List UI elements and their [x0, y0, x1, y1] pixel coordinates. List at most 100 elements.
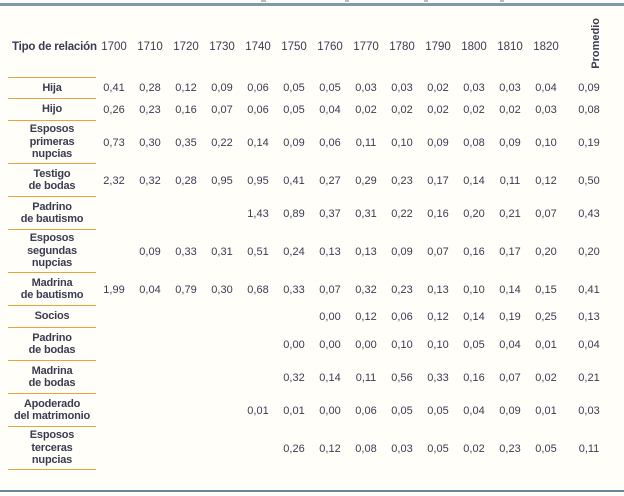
value-cell [96, 328, 132, 361]
value-cell [96, 197, 132, 230]
value-cell: 0,33 [283, 283, 305, 296]
row-label: Hija [8, 77, 96, 99]
column-header-year: 1810 [497, 41, 523, 53]
average-cell: 0,20 [578, 245, 600, 258]
top-border-line [0, 3, 624, 6]
value-cell: 0,06 [247, 104, 269, 116]
value-cell: 0,00 [319, 338, 341, 351]
column-header-year: 1790 [425, 41, 451, 53]
value-cell: 0,14 [499, 283, 521, 296]
value-cell: 0,01 [247, 404, 269, 417]
row-label-line: de bautismo [20, 213, 84, 225]
table-row: Socios 0,00 0,12 0,06 0,12 0,14 0,19 0,25 0,13 [8, 306, 616, 328]
row-label: Padrino de bodas [8, 328, 96, 361]
value-cell [168, 361, 204, 394]
row-label: Madrina de bodas [8, 361, 96, 394]
value-cell: 0,01 [535, 338, 557, 351]
row-label-line: Madrina [31, 364, 73, 377]
value-cell: 0,03 [535, 104, 557, 116]
value-cell: 0,06 [355, 404, 377, 417]
value-cell [240, 306, 276, 328]
value-cell: 0,14 [463, 311, 485, 323]
value-cell: 2,32 [103, 174, 125, 187]
row-label-line: Socios [34, 310, 70, 323]
table-row: Padrino de bodas 0,00 0,00 0,00 0,10 0,10 0,05 0… [8, 328, 616, 361]
row-label-line: Madrina [31, 276, 73, 289]
row-label-line: de bautismo [20, 289, 84, 301]
value-cell [168, 197, 204, 230]
value-cell: 0,09 [211, 82, 233, 94]
row-label-line: nupcias [31, 148, 73, 161]
value-cell: 0,04 [463, 404, 485, 417]
value-cell: 0,03 [355, 82, 377, 94]
value-cell: 0,26 [283, 442, 305, 455]
average-cell: 0,50 [578, 174, 600, 187]
column-header-tipo-de-relacion: Tipo de relación [12, 41, 97, 53]
value-cell: 0,09 [139, 245, 161, 258]
value-cell [132, 394, 168, 427]
table-row: Hijo 0,26 0,23 0,16 0,07 0,06 0,05 0,04 0,02 0,02… [8, 99, 616, 121]
value-cell: 0,10 [427, 338, 449, 351]
row-label-line: nupcias [31, 257, 73, 270]
average-cell: 0,04 [578, 338, 600, 351]
average-cell: 0,43 [578, 207, 600, 220]
value-cell: 0,03 [391, 442, 413, 455]
row-label: Madrina de bautismo [8, 273, 96, 306]
value-cell [240, 328, 276, 361]
value-cell: 0,10 [463, 283, 485, 296]
table-row: Esposos primeras nupcias 0,73 0,30 0,35 0,22 0,… [8, 121, 616, 164]
value-cell: 0,11 [499, 174, 521, 187]
value-cell: 0,04 [535, 82, 557, 94]
row-label: Esposos primeras nupcias [8, 121, 96, 164]
value-cell: 0,06 [247, 82, 269, 94]
value-cell: 0,14 [319, 371, 341, 384]
value-cell [168, 328, 204, 361]
value-cell [132, 197, 168, 230]
value-cell: 0,02 [355, 104, 377, 116]
table-row: Madrina de bodas 0,32 0,14 0,11 0,56 0,33 0,16 0… [8, 361, 616, 394]
average-cell: 0,08 [578, 104, 600, 116]
value-cell: 0,23 [499, 442, 521, 455]
value-cell: 0,09 [283, 136, 305, 149]
column-header-promedio: Promedio [564, 14, 614, 77]
row-label-line: Hijo [42, 103, 62, 116]
column-header-year: 1750 [281, 41, 307, 53]
value-cell: 0,22 [391, 207, 413, 220]
value-cell: 0,15 [535, 283, 557, 296]
value-cell: 0,12 [175, 82, 197, 94]
value-cell: 0,02 [391, 104, 413, 116]
value-cell: 0,37 [319, 207, 341, 220]
value-cell [96, 361, 132, 394]
value-cell [204, 361, 240, 394]
row-label: Testigo de bodas [8, 164, 96, 197]
row-label-line: de bodas [28, 180, 76, 192]
value-cell: 0,09 [427, 136, 449, 149]
value-cell: 0,13 [355, 245, 377, 258]
value-cell: 0,20 [463, 207, 485, 220]
value-cell: 0,09 [499, 136, 521, 149]
value-cell: 0,03 [463, 82, 485, 94]
row-label-line: Esposos [29, 232, 75, 245]
value-cell [204, 394, 240, 427]
value-cell: 0,02 [427, 82, 449, 94]
value-cell: 1,43 [247, 207, 269, 220]
text-fragment [261, 0, 266, 2]
value-cell: 0,31 [211, 245, 233, 258]
value-cell: 0,68 [247, 283, 269, 296]
value-cell: 0,05 [283, 82, 305, 94]
column-header-year: 1730 [209, 41, 235, 53]
value-cell: 0,23 [391, 283, 413, 296]
value-cell: 0,02 [535, 371, 557, 384]
value-cell: 0,20 [535, 245, 557, 258]
value-cell [96, 230, 132, 273]
value-cell [240, 427, 276, 470]
value-cell: 0,04 [499, 338, 521, 351]
value-cell [204, 427, 240, 470]
value-cell: 0,95 [247, 174, 269, 187]
value-cell: 0,08 [355, 442, 377, 455]
value-cell: 0,17 [427, 174, 449, 187]
table-row: Apoderado del matrimonio 0,01 0,01 0,00 0,06 0… [8, 394, 616, 427]
row-label-line: primeras [29, 135, 75, 148]
value-cell: 0,14 [463, 174, 485, 187]
value-cell: 0,35 [175, 136, 197, 149]
